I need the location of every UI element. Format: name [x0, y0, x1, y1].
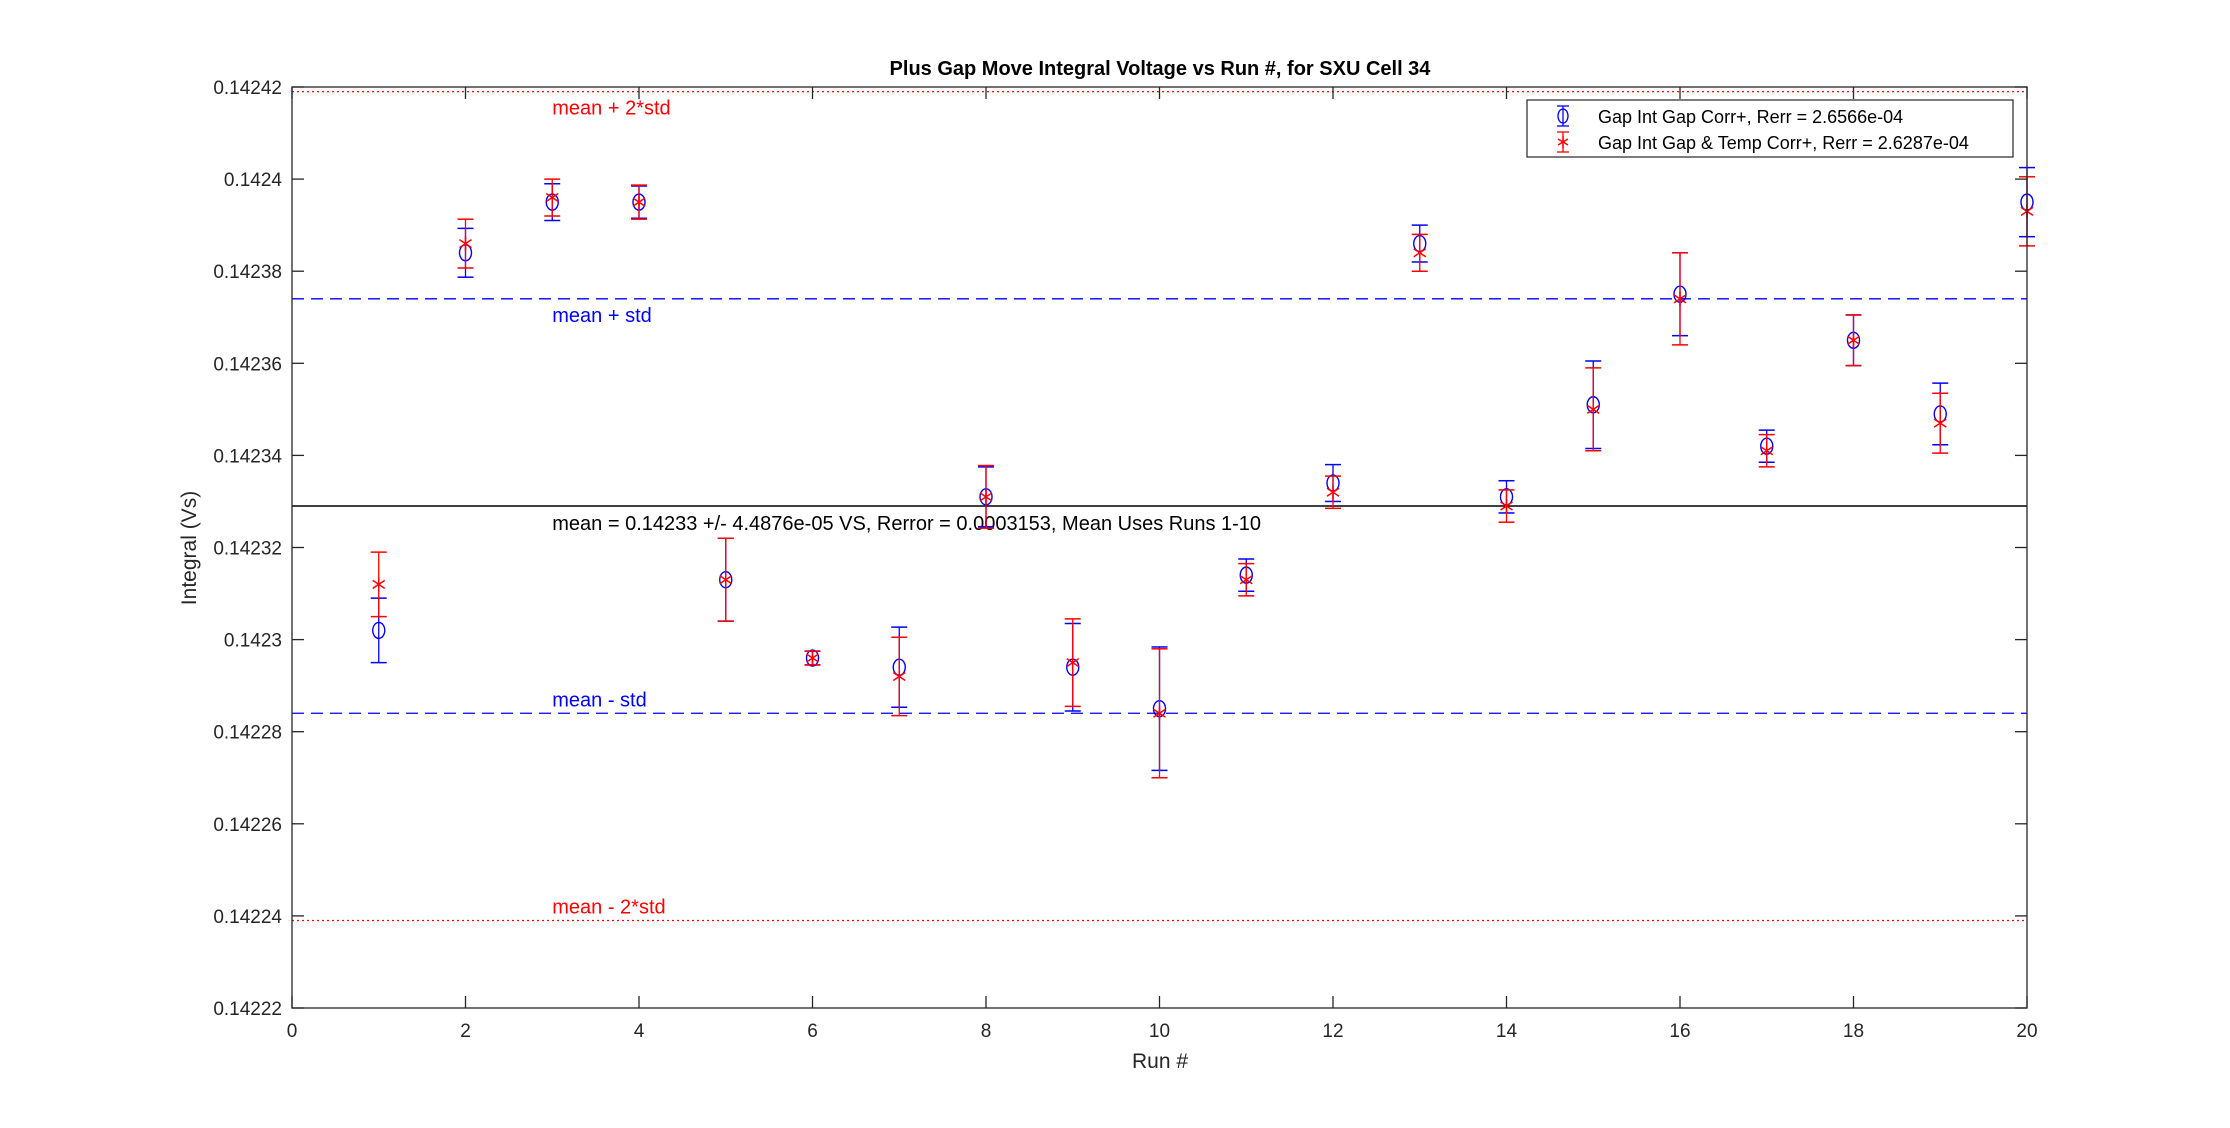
- y-tick-label: 0.1424: [224, 170, 283, 191]
- data-point-asterisk: [1847, 333, 1860, 348]
- x-tick-label: 2: [460, 1021, 471, 1042]
- data-point-asterisk: [1413, 245, 1427, 260]
- data-point-asterisk: [1153, 706, 1166, 721]
- chart-title: Plus Gap Move Integral Voltage vs Run #,…: [890, 58, 1432, 80]
- asterisk-stroke: [1847, 335, 1860, 345]
- y-tick-label: 0.14232: [213, 539, 282, 560]
- data-point-asterisk: [1500, 499, 1513, 514]
- asterisk-stroke: [719, 575, 733, 585]
- data-point-asterisk: [1326, 485, 1340, 500]
- asterisk-stroke: [1326, 487, 1340, 497]
- legend-label: Gap Int Gap & Temp Corr+, Rerr = 2.6287e…: [1598, 133, 1969, 153]
- asterisk-stroke: [1239, 575, 1253, 585]
- x-tick-label: 6: [807, 1021, 818, 1042]
- data-point-asterisk: [1760, 443, 1774, 458]
- y-tick-label: 0.14242: [213, 78, 282, 99]
- data-point-asterisk: [719, 572, 733, 587]
- x-tick-label: 10: [1149, 1021, 1170, 1042]
- data-point-circle: [805, 649, 820, 667]
- y-tick-label: 0.14222: [213, 999, 282, 1020]
- data-point-asterisk: [632, 195, 646, 210]
- x-tick-label: 8: [981, 1021, 992, 1042]
- x-tick-label: 18: [1843, 1021, 1864, 1042]
- x-tick-label: 16: [1669, 1021, 1690, 1042]
- asterisk-stroke: [1673, 294, 1687, 304]
- data-point-asterisk: [1239, 572, 1253, 587]
- asterisk-stroke: [1933, 418, 1947, 428]
- x-tick-label: 0: [287, 1021, 298, 1042]
- reference-line-label: mean + std: [552, 305, 652, 327]
- reference-line-label: mean - 2*std: [552, 897, 665, 919]
- reference-line-label: mean = 0.14233 +/- 4.4876e-05 VS, Rerror…: [552, 513, 1261, 535]
- asterisk-stroke: [1413, 248, 1427, 258]
- data-point-asterisk: [459, 236, 472, 251]
- y-tick-label: 0.14228: [213, 723, 282, 744]
- x-tick-label: 14: [1496, 1021, 1518, 1042]
- data-point-asterisk: [1066, 655, 1080, 670]
- x-axis-label: Run #: [1132, 1050, 1188, 1073]
- axis-ticks: 0 2 4 6 8 10 12 14 16 18 20 0.14222 0.14224 0.14226 0.…: [213, 78, 2037, 1042]
- y-tick-label: 0.14234: [213, 446, 282, 467]
- x-tick-label: 12: [1322, 1021, 1343, 1042]
- data-point-asterisk: [1673, 291, 1687, 306]
- reference-line-label: mean - std: [552, 689, 646, 711]
- legend-label: Gap Int Gap Corr+, Rerr = 2.6566e-04: [1598, 107, 1903, 127]
- plot-area-frame: [291, 86, 2028, 1009]
- data-point-asterisk: [979, 489, 993, 504]
- data-point-asterisk: [806, 651, 819, 666]
- asterisk-stroke: [545, 192, 559, 203]
- asterisk-stroke: [979, 492, 993, 502]
- data-point-asterisk: [1933, 416, 1947, 431]
- legend-circle-icon: [1557, 108, 1569, 124]
- data-point-asterisk: [892, 669, 906, 684]
- y-tick-label: 0.14226: [213, 815, 282, 836]
- data-point-asterisk: [372, 577, 386, 592]
- legend: Gap Int Gap Corr+, Rerr = 2.6566e-04 Gap …: [1526, 99, 2014, 158]
- legend-box: [1526, 99, 2014, 158]
- asterisk-stroke: [459, 238, 472, 249]
- asterisk-stroke: [806, 653, 819, 663]
- data-point-circle: [372, 621, 386, 640]
- asterisk-stroke: [1586, 404, 1600, 414]
- asterisk-stroke: [1153, 708, 1166, 718]
- data-point-asterisk: [1586, 402, 1600, 417]
- asterisk-stroke: [1500, 501, 1513, 511]
- asterisk-stroke: [632, 197, 646, 207]
- asterisk-stroke: [1066, 658, 1080, 668]
- reference-line-label: mean + 2*std: [552, 98, 670, 120]
- y-tick-label: 0.14238: [213, 262, 282, 283]
- series-2: [370, 176, 2035, 779]
- asterisk-stroke: [892, 671, 906, 682]
- y-tick-label: 0.1423: [224, 631, 282, 652]
- reference-lines: mean + 2*std mean + std mean = 0.14233 +/-…: [292, 90, 2027, 922]
- y-tick-label: 0.14236: [213, 354, 282, 375]
- x-tick-label: 4: [634, 1021, 645, 1042]
- legend-asterisk-icon: [1557, 138, 1569, 146]
- y-tick-label: 0.14224: [213, 907, 282, 928]
- y-axis-label: Integral (Vs): [178, 491, 201, 605]
- data-point-asterisk: [545, 190, 559, 205]
- data-layer: [370, 166, 2035, 779]
- asterisk-stroke: [372, 579, 386, 589]
- asterisk-stroke: [1760, 446, 1774, 456]
- series-1: [370, 166, 2035, 772]
- x-tick-label: 20: [2016, 1021, 2037, 1042]
